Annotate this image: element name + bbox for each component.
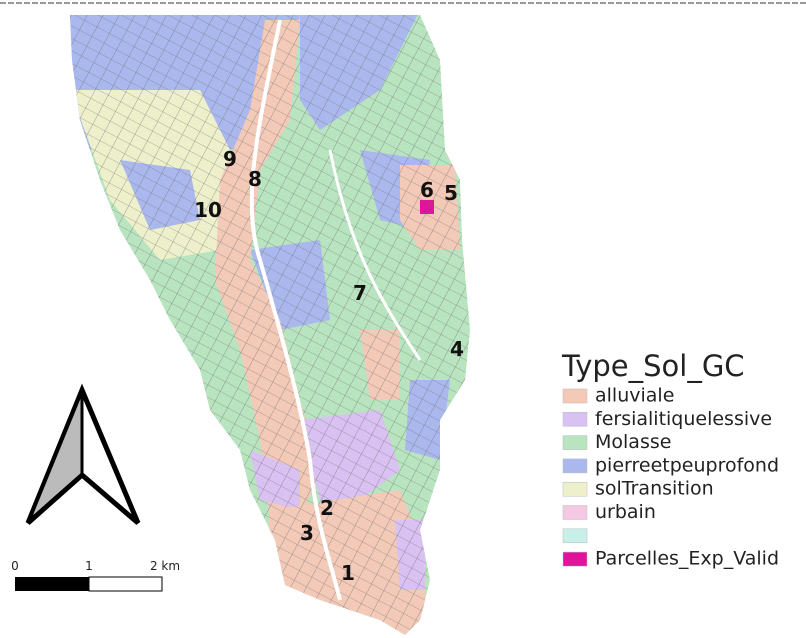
scale-bar — [15, 576, 163, 592]
legend-swatch — [562, 458, 588, 474]
legend-swatch — [562, 551, 588, 567]
parcel-label: 2 — [320, 496, 334, 520]
soil-map — [70, 15, 470, 635]
legend-swatch — [562, 435, 588, 450]
parcel-label: 7 — [353, 281, 367, 305]
parcel-label: 5 — [444, 181, 458, 205]
legend-label: solTransition — [595, 478, 714, 500]
legend-label: Molasse — [595, 431, 671, 453]
legend-swatch — [562, 412, 588, 427]
parcel-label: 10 — [194, 198, 222, 222]
legend-swatch — [562, 505, 588, 520]
parcel-label: 4 — [450, 337, 464, 361]
legend-label: pierreetpeuprofond — [595, 454, 779, 476]
scale-label: 2 km — [150, 559, 180, 573]
legend-swatch — [562, 528, 588, 544]
parcel-label: 8 — [248, 167, 262, 191]
legend-swatch — [562, 388, 588, 404]
legend-title: Type_Sol_GC — [561, 349, 745, 383]
legend-label: alluviale — [595, 385, 674, 407]
overlay: 1 23 4 56 7 89 10 0 1 2 km Type_Sol_GCalluvialefer… — [11, 147, 779, 585]
parcel-label: 9 — [223, 147, 237, 171]
legend-swatch — [562, 481, 588, 497]
legend-label: fersialitiquelessive — [595, 408, 772, 430]
legend-label: urbain — [595, 501, 656, 523]
parcel-label: 6 — [420, 178, 434, 202]
north-arrow — [25, 383, 141, 525]
parcel-label: 1 — [341, 561, 355, 585]
scale-label: 0 — [11, 559, 19, 573]
parcel-label: 3 — [300, 521, 314, 545]
legend-label: Parcelles_Exp_Valid — [595, 548, 779, 570]
scale-label: 1 — [85, 559, 93, 573]
